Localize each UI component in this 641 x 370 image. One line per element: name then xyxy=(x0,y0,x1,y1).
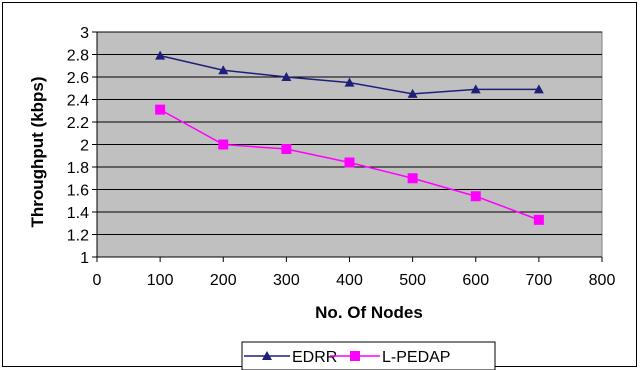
y-tick-label: 1.6 xyxy=(67,183,89,200)
x-tick-label: 700 xyxy=(526,272,553,289)
legend-label-edrr: EDRR xyxy=(292,349,337,366)
data-point-edrr xyxy=(218,65,229,75)
data-point-l-pedap xyxy=(407,173,418,184)
gridlines xyxy=(97,31,602,258)
data-point-l-pedap xyxy=(281,144,292,154)
y-axis-title: Throughput (kbps) xyxy=(28,76,47,227)
x-tick-label: 600 xyxy=(462,272,489,289)
x-axis-title: No. Of Nodes xyxy=(315,303,423,322)
x-tick-labels: 0 100 200 300 400 500 600 700 800 xyxy=(93,272,616,289)
data-point-edrr xyxy=(344,77,355,87)
x-tick-label: 300 xyxy=(273,272,300,289)
data-point-l-pedap xyxy=(344,157,355,168)
x-tick-label: 500 xyxy=(399,272,426,289)
x-tick-label: 100 xyxy=(147,272,174,289)
y-tick-label: 1.2 xyxy=(67,228,89,245)
data-point-edrr xyxy=(470,84,481,94)
x-tick-label: 400 xyxy=(336,272,363,289)
y-tick-label: 2 xyxy=(80,138,89,155)
x-tick-label: 0 xyxy=(93,272,102,289)
y-tick-label: 1.8 xyxy=(67,160,89,177)
y-tick-label: 2.8 xyxy=(67,48,89,65)
y-tick-labels: 1 1.2 1.4 1.6 1.8 2 2.2 2.4 2.6 2.8 3 xyxy=(67,25,89,267)
x-tick-label: 800 xyxy=(589,272,616,289)
x-tick-label: 200 xyxy=(210,272,237,289)
legend-marker-l-pedap xyxy=(350,351,360,361)
y-tick-label: 1.4 xyxy=(67,205,89,222)
legend-marker-edrr xyxy=(262,351,272,360)
y-tick-label: 1 xyxy=(80,250,89,267)
data-point-edrr xyxy=(155,50,166,60)
y-tick-label: 3 xyxy=(80,25,89,42)
data-point-edrr xyxy=(407,88,418,98)
data-point-l-pedap xyxy=(218,139,229,150)
data-point-edrr xyxy=(533,84,544,94)
data-point-edrr xyxy=(281,72,292,81)
y-tick-label: 2.6 xyxy=(67,70,89,87)
data-point-l-pedap xyxy=(155,104,166,115)
legend: EDRR L-PEDAP xyxy=(241,341,496,370)
y-tick-label: 2.4 xyxy=(67,93,89,110)
series-group xyxy=(155,50,544,225)
axes xyxy=(92,31,603,262)
legend-label-l-pedap: L-PEDAP xyxy=(382,349,450,366)
data-point-l-pedap xyxy=(533,214,544,225)
data-point-l-pedap xyxy=(470,191,481,202)
y-tick-label: 2.2 xyxy=(67,115,89,132)
